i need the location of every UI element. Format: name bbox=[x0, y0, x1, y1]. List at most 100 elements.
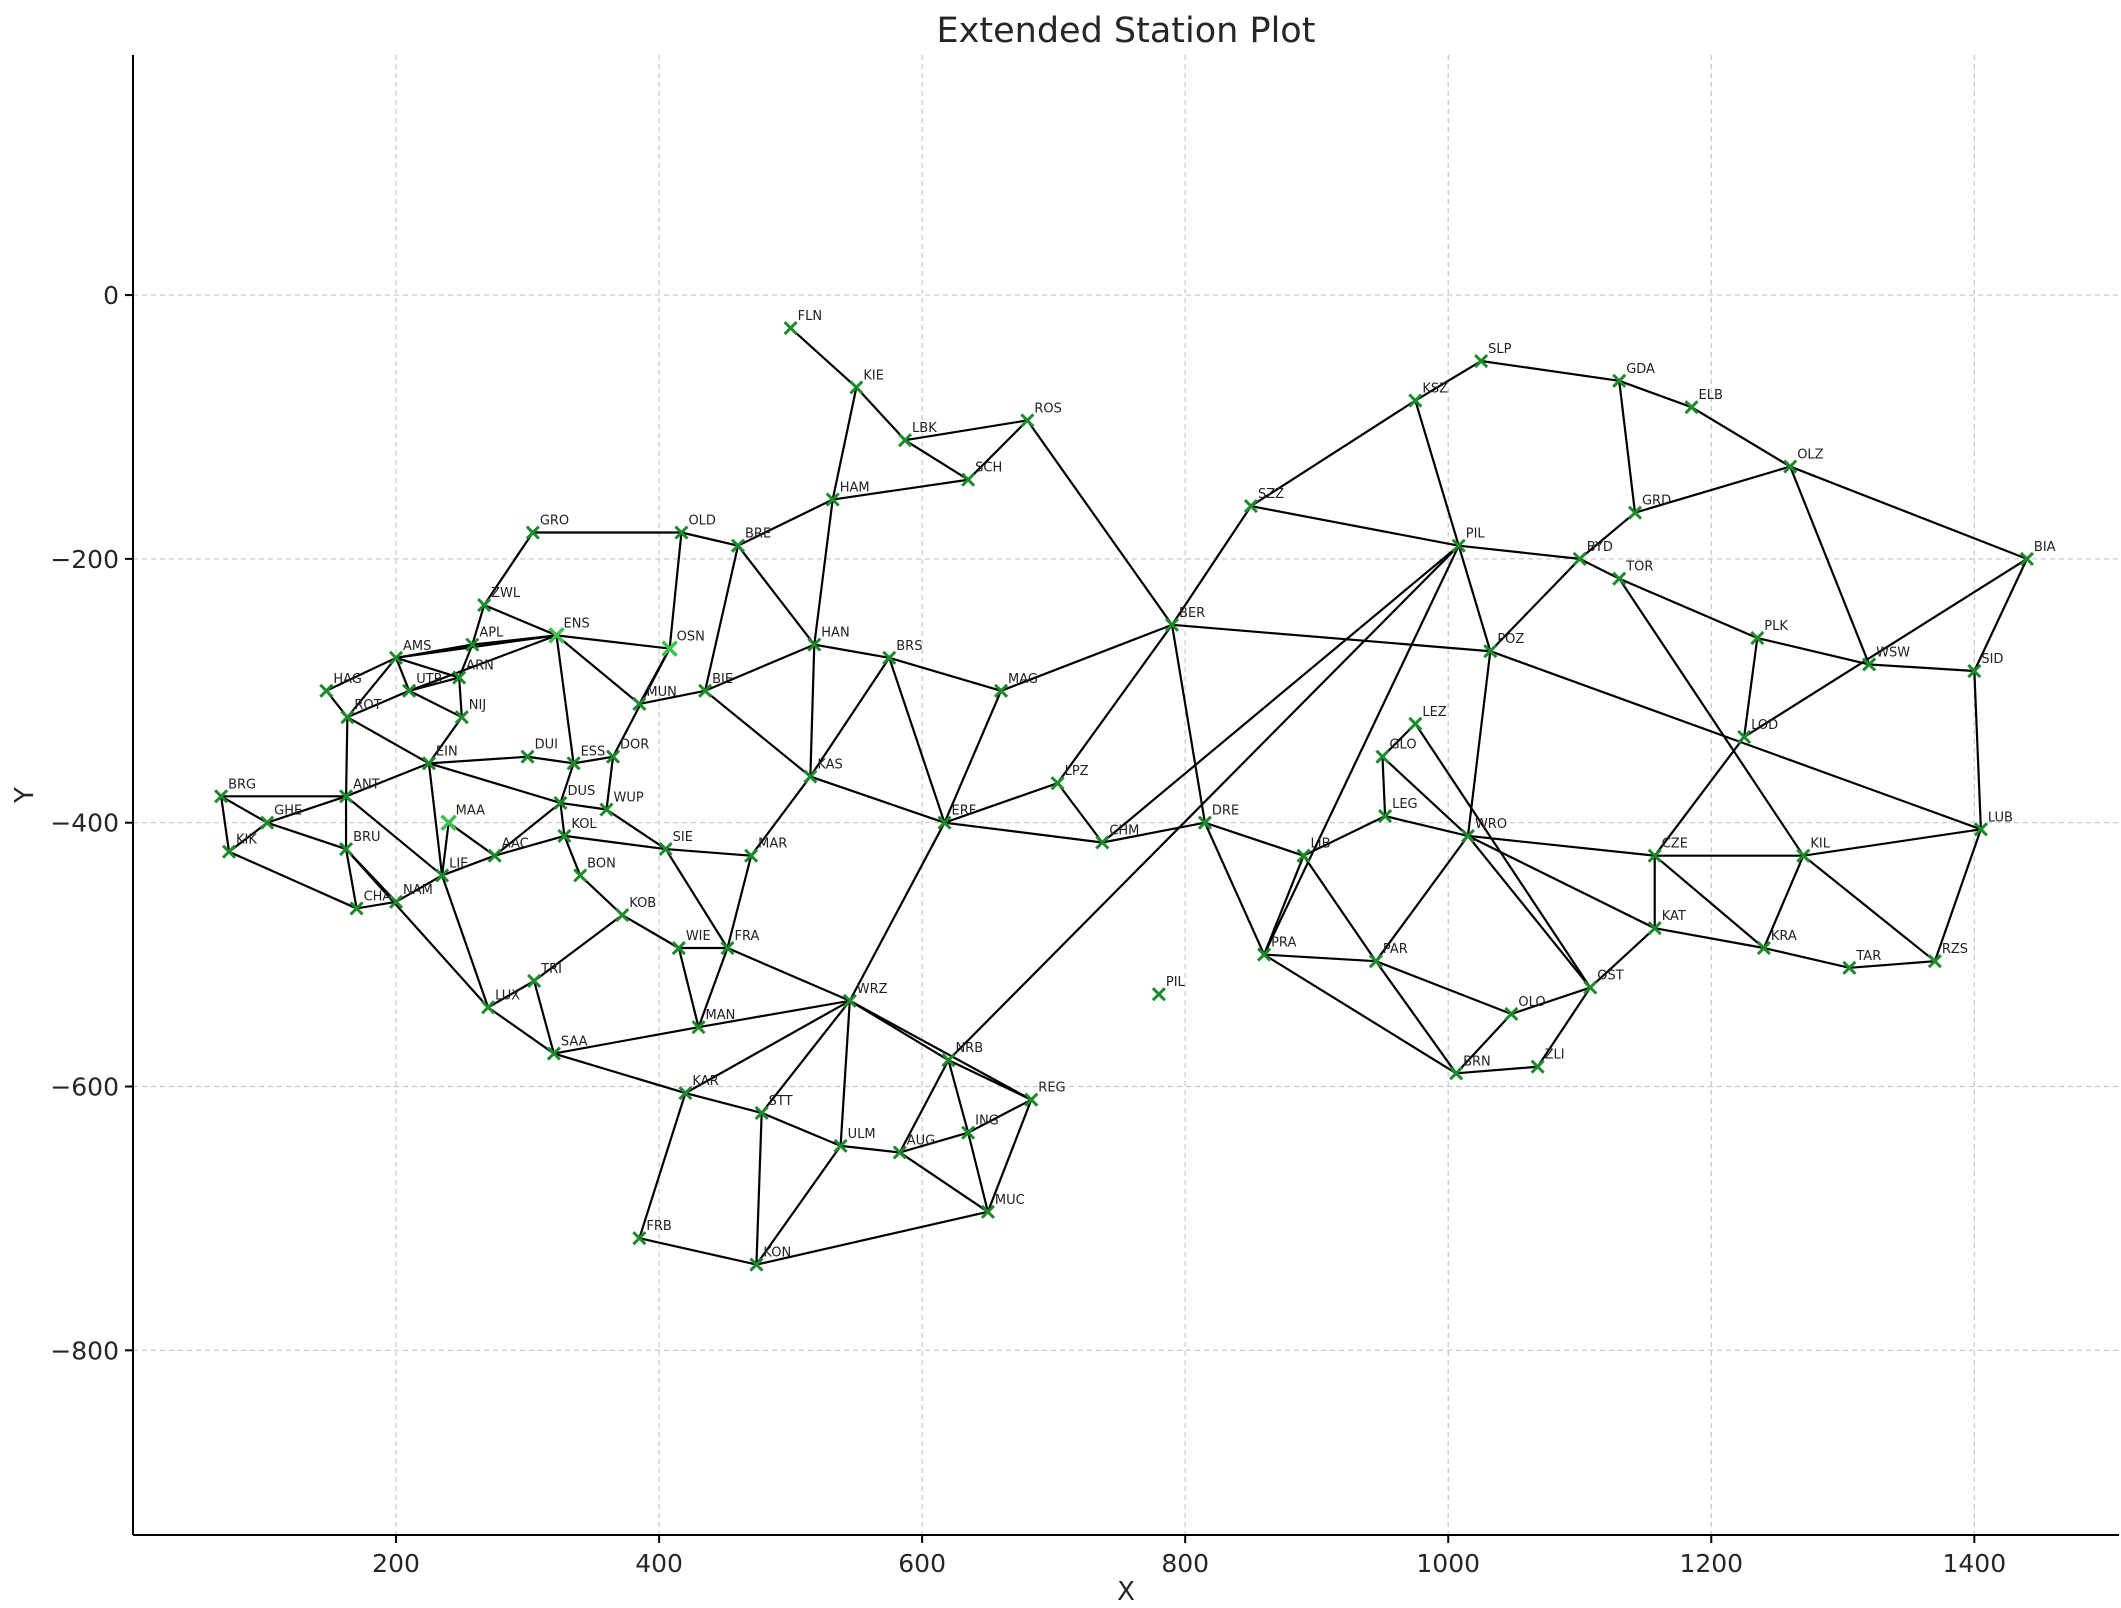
edge-gda-grd bbox=[1618, 380, 1637, 513]
station-label-mar: MAR bbox=[758, 837, 787, 852]
marker-stroke bbox=[1368, 954, 1383, 969]
edge-apl-arn bbox=[458, 644, 474, 679]
edge-ant-ghe bbox=[266, 795, 347, 824]
x-tick-label: 1200 bbox=[1679, 1549, 1743, 1578]
marker-stroke bbox=[892, 1145, 907, 1160]
station-marker-ost bbox=[1583, 980, 1598, 995]
station-marker-ing bbox=[961, 1125, 976, 1140]
station-marker-lbk bbox=[897, 433, 913, 448]
edge-bre-han bbox=[737, 545, 816, 646]
edge-sch-ham bbox=[832, 478, 969, 501]
edge-ost-zli bbox=[1536, 986, 1592, 1068]
station-label-ber: BER bbox=[1179, 606, 1205, 621]
marker-stroke bbox=[1737, 729, 1752, 745]
station-marker-kil bbox=[1796, 848, 1811, 863]
edge-cha-kik bbox=[228, 850, 358, 910]
station-marker-plk bbox=[1750, 630, 1765, 646]
marker-stroke bbox=[842, 993, 857, 1008]
station-label-sch: SCH bbox=[975, 461, 1002, 476]
edge-ess-dus bbox=[559, 762, 575, 804]
station-label-ing: ING bbox=[975, 1114, 999, 1129]
edge-pra-pil bbox=[1263, 545, 1460, 956]
station-marker-tar bbox=[1842, 960, 1857, 975]
station-label-lez: LEZ bbox=[1422, 705, 1446, 720]
station-label-wro: WRO bbox=[1475, 817, 1507, 832]
edge-utr-rot bbox=[346, 689, 410, 719]
edge-mag-erf bbox=[943, 690, 1003, 824]
edge-ber-lpz bbox=[1056, 624, 1173, 784]
edge-aac-lie bbox=[441, 854, 496, 877]
station-label-nrb: NRB bbox=[955, 1041, 983, 1056]
station-label-wie: WIE bbox=[686, 929, 711, 944]
station-label-reg: REG bbox=[1038, 1081, 1065, 1096]
edge-brs-kas bbox=[809, 657, 891, 778]
station-marker-kol bbox=[557, 828, 572, 843]
station-marker-leg bbox=[1378, 809, 1393, 824]
edge-ulm-kon bbox=[755, 1145, 842, 1266]
x-tick-label: 1000 bbox=[1416, 1549, 1480, 1578]
station-marker-wup bbox=[599, 802, 614, 817]
edge-utr-ams bbox=[395, 657, 411, 692]
station-marker-saa bbox=[546, 1046, 561, 1061]
edge-tor-plk bbox=[1618, 577, 1758, 640]
station-marker-wsw bbox=[1862, 657, 1877, 672]
edge-sid-lub bbox=[1973, 670, 1982, 830]
x-tick-label: 600 bbox=[898, 1549, 946, 1578]
marker-stroke bbox=[1197, 815, 1212, 830]
edge-ams-apl bbox=[395, 643, 473, 659]
station-label-lie: LIE bbox=[449, 856, 468, 871]
station-label-ein: EIN bbox=[436, 744, 458, 759]
marker-stroke bbox=[435, 868, 450, 883]
station-label-fln: FLN bbox=[798, 309, 822, 324]
marker-stroke bbox=[1257, 947, 1272, 962]
edge-lie-ein bbox=[427, 763, 444, 876]
station-label-olz: OLZ bbox=[1797, 448, 1823, 463]
station-marker-zwl bbox=[477, 597, 492, 613]
edge-ros-sch bbox=[967, 419, 1029, 481]
edge-brs-erf bbox=[888, 657, 946, 824]
marker-stroke bbox=[882, 650, 897, 665]
edge-kie-lbk bbox=[855, 386, 906, 441]
marker-stroke bbox=[339, 842, 354, 857]
station-marker-ein bbox=[421, 756, 436, 771]
marker-stroke bbox=[1647, 921, 1662, 936]
station-label-saa: SAA bbox=[561, 1035, 588, 1050]
edge-muc-aug bbox=[899, 1151, 989, 1213]
marker-stroke bbox=[691, 1020, 706, 1035]
edge-saa-lux bbox=[487, 1006, 555, 1055]
marker-stroke bbox=[1862, 657, 1877, 672]
edge-dus-kol bbox=[559, 802, 566, 837]
station-marker-olo bbox=[1504, 1006, 1519, 1022]
edge-ulm-stt bbox=[761, 1111, 842, 1147]
edge-lpz-erf bbox=[944, 782, 1058, 824]
edge-olo-brn bbox=[1455, 1013, 1513, 1075]
edge-ham-han bbox=[813, 499, 834, 645]
station-marker-bre bbox=[730, 538, 746, 553]
station-marker-maa bbox=[440, 814, 457, 831]
station-label-kas: KAS bbox=[817, 758, 842, 773]
station-label-bru: BRU bbox=[353, 830, 380, 845]
station-label-ess: ESS bbox=[581, 744, 606, 759]
edge-reg-wrz bbox=[849, 999, 1032, 1101]
marker-stroke bbox=[615, 907, 630, 923]
station-marker-byd bbox=[1572, 551, 1587, 566]
station-label-aac: AAC bbox=[502, 837, 529, 852]
station-label-maa: MAA bbox=[456, 804, 485, 819]
edge-wro-kat bbox=[1467, 834, 1656, 930]
station-marker-ens bbox=[548, 627, 565, 644]
edge-old-osn bbox=[668, 532, 683, 649]
station-label-tar: TAR bbox=[1855, 949, 1881, 964]
station-label-kie: KIE bbox=[863, 368, 884, 383]
station-marker-osn bbox=[661, 640, 678, 657]
edge-bre-old bbox=[681, 531, 739, 547]
edge-layer bbox=[220, 327, 2028, 1266]
station-marker-lub bbox=[1973, 822, 1988, 837]
marker-stroke bbox=[573, 868, 588, 883]
marker-stroke bbox=[1927, 954, 1942, 969]
station-label-zwl: ZWL bbox=[491, 586, 521, 601]
marker-stroke bbox=[481, 1000, 496, 1015]
station-label-erf: ERF bbox=[951, 804, 976, 819]
edge-tar-rzs bbox=[1849, 960, 1935, 969]
edge-ham-bre bbox=[737, 498, 834, 547]
